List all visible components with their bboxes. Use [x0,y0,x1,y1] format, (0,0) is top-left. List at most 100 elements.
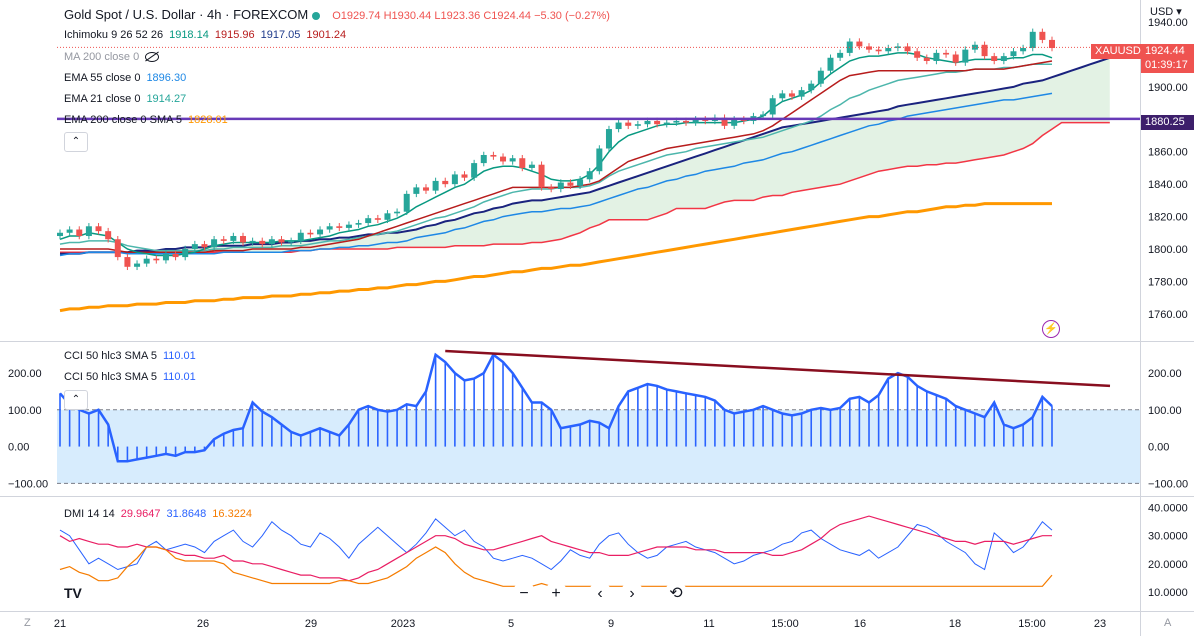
time-tick-label: 15:00 [771,618,799,630]
price-tick-label: 1840.00 [1148,179,1188,191]
scroll-right-button[interactable]: › [620,582,644,606]
lightning-icon[interactable]: ⚡ [1042,320,1060,338]
symbol-title[interactable]: Gold Spot / U.S. Dollar · 4h · FOREXCOM [64,7,309,22]
candle-body [230,236,237,241]
tradingview-logo[interactable]: TV [64,585,82,601]
candle-body [76,229,83,237]
cci-tick-label-left: 100.00 [8,405,42,417]
kijun-line [60,60,1053,253]
candle-body [143,258,150,264]
candle-body [432,180,439,191]
candle-body [85,226,92,237]
legend-dmi-label: DMI 14 14 [64,508,115,520]
time-tick-label: 18 [949,618,961,630]
price-tick-label: 1780.00 [1148,276,1188,288]
symbol-header: Gold Spot / U.S. Dollar · 4h · FOREXCOM O… [64,7,610,22]
collapse-legend-button[interactable]: ⌃ [64,132,88,152]
last-price-tag: 1924.44 [1141,44,1194,59]
zoom-out-button[interactable]: − [512,582,536,606]
candle-body [827,57,834,71]
legend-ema55[interactable]: EMA 55 close 0 1896.30 [64,71,192,85]
cci-tick-label: −100.00 [1148,478,1188,490]
price-tick-label: 1820.00 [1148,212,1188,224]
collapse-cci-legend-button[interactable]: ⌃ [64,390,88,410]
candle-body [480,154,487,164]
legend-ma200-label: MA 200 close 0 [64,51,140,63]
candle-body [875,49,882,52]
legend-ma200[interactable]: MA 200 close 0 [64,50,165,64]
legend-dmi[interactable]: DMI 14 14 29.9647 31.8648 16.3224 [64,507,258,521]
dmi-tick-label: 40.0000 [1148,503,1188,515]
candle-body [394,211,401,214]
candle-body [856,41,863,47]
candle-body [933,52,940,61]
candle-body [557,182,564,190]
dmi-tick-label: 20.0000 [1148,559,1188,571]
reset-chart-button[interactable]: ⟲ [664,582,688,606]
candle-body [914,51,921,58]
candle-body [1010,51,1017,57]
candle-body [798,90,805,97]
candle-body [471,163,478,178]
candle-body [837,52,844,58]
candle-body [683,120,690,123]
candle-body [182,248,189,258]
candle-body [153,258,160,261]
candle-body [500,156,507,162]
legend-ichimoku-v3: 1917.05 [260,29,301,41]
currency-label[interactable]: USD ▾ [1150,6,1182,18]
candle-body [991,56,998,61]
dmi-tick-label: 30.0000 [1148,531,1188,543]
candle-body [365,218,372,224]
candle-body [1039,31,1046,40]
ohlc-change: −5.30 (−0.27%) [534,10,610,22]
candle-body [509,158,516,162]
cci-band [57,409,1140,484]
legend-ichimoku[interactable]: Ichimoku 9 26 52 26 1918.14 1915.96 1917.05… [64,28,352,42]
candle-body [663,122,670,125]
legend-dmi-v2: 31.8648 [166,508,207,520]
auto-scale-toggle[interactable]: A [1164,617,1172,629]
time-tick-label: 21 [54,618,66,630]
price-tick-label: 1760.00 [1148,309,1188,321]
candle-body [654,120,661,125]
zoom-in-button[interactable]: + [544,582,568,606]
scroll-left-button[interactable]: ‹ [588,582,612,606]
legend-cci-1[interactable]: CCI 50 hlc3 SMA 5 110.01 [64,349,202,363]
time-tick-label: 5 [508,618,514,630]
candle-body [952,54,959,63]
eye-hidden-icon[interactable] [145,51,160,63]
candle-body [1020,48,1027,52]
cci-tick-label: 200.00 [1148,368,1182,380]
candle-body [278,239,285,243]
candle-body [760,114,767,117]
candle-body [124,257,131,267]
timezone-toggle[interactable]: Z [24,617,31,629]
candle-body [962,49,969,63]
price-tick-label: 1940.00 [1148,17,1188,29]
dmi-minus-line [59,515,1052,582]
legend-ema200-label: EMA 200 close 0 SMA 5 [64,114,183,126]
ichimoku-cloud [60,57,1110,254]
cci-tick-label-left: −100.00 [8,478,48,490]
candle-body [134,263,141,267]
legend-cci-2[interactable]: CCI 50 hlc3 SMA 5 110.01 [64,370,202,384]
legend-cci1-label: CCI 50 hlc3 SMA 5 [64,350,157,362]
candle-body [336,226,343,228]
ema21-line [59,63,1052,252]
candle-body [692,119,699,123]
candle-body [259,240,266,245]
legend-dmi-v1: 29.9647 [120,508,161,520]
candle-body [971,44,978,50]
legend-ema200[interactable]: EMA 200 close 0 SMA 5 1828.01 [64,113,234,127]
time-tick-label: 29 [305,618,317,630]
candle-body [66,229,73,233]
legend-ichimoku-label: Ichimoku 9 26 52 26 [64,29,164,41]
candle-body [201,244,208,248]
candle-body [413,187,420,194]
candle-body [644,120,651,125]
candle-body [1000,56,1007,61]
candle-body [95,226,102,232]
legend-ema21[interactable]: EMA 21 close 0 1914.27 [64,92,192,106]
